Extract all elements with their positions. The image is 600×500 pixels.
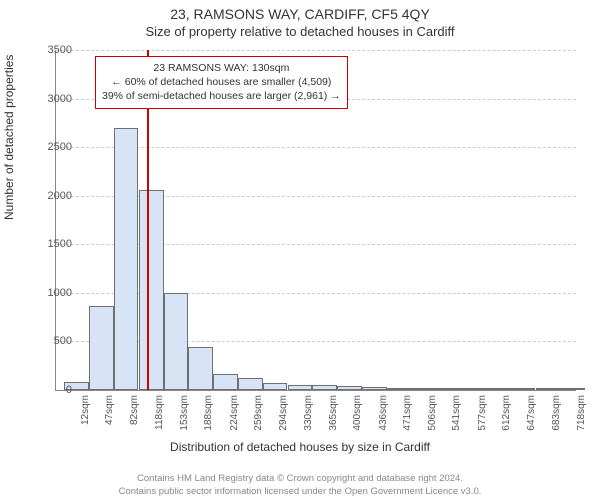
x-tick-label: 47sqm: [104, 395, 115, 445]
annotation-box: 23 RAMSONS WAY: 130sqm ← 60% of detached…: [95, 56, 348, 109]
histogram-bar: [536, 388, 561, 390]
histogram-bar: [337, 386, 362, 390]
histogram-bar: [312, 385, 337, 390]
x-tick-label: 294sqm: [278, 395, 289, 445]
histogram-bar: [486, 388, 511, 390]
chart-subtitle: Size of property relative to detached ho…: [0, 22, 600, 39]
y-tick-label: 1000: [32, 287, 72, 299]
histogram-bar: [263, 383, 288, 390]
y-tick-label: 0: [32, 384, 72, 396]
x-tick-label: 82sqm: [129, 395, 140, 445]
y-tick-label: 1500: [32, 238, 72, 250]
histogram-bar: [362, 387, 387, 390]
footer-line1: Contains HM Land Registry data © Crown c…: [0, 473, 600, 485]
histogram-bar: [461, 388, 486, 390]
y-tick-label: 2500: [32, 141, 72, 153]
x-tick-label: 224sqm: [229, 395, 240, 445]
x-tick-label: 118sqm: [154, 395, 165, 445]
x-tick-label: 400sqm: [352, 395, 363, 445]
histogram-bar: [114, 128, 139, 390]
y-tick-label: 3500: [32, 44, 72, 56]
histogram-bar: [164, 293, 189, 390]
x-tick-label: 330sqm: [303, 395, 314, 445]
annotation-line1: 23 RAMSONS WAY: 130sqm: [102, 61, 341, 75]
gridline: [56, 50, 576, 51]
x-tick-label: 153sqm: [179, 395, 190, 445]
footer-attribution: Contains HM Land Registry data © Crown c…: [0, 473, 600, 498]
x-axis-label: Distribution of detached houses by size …: [0, 440, 600, 454]
histogram-bar: [238, 378, 263, 390]
x-tick-label: 12sqm: [80, 395, 91, 445]
histogram-bar: [511, 388, 536, 390]
x-tick-label: 471sqm: [402, 395, 413, 445]
histogram-bar: [139, 190, 164, 390]
x-tick-label: 436sqm: [378, 395, 389, 445]
x-tick-label: 541sqm: [451, 395, 462, 445]
histogram-bar: [436, 388, 461, 390]
footer-line2: Contains public sector information licen…: [0, 486, 600, 498]
histogram-bar: [561, 388, 586, 390]
chart-title: 23, RAMSONS WAY, CARDIFF, CF5 4QY: [0, 0, 600, 22]
histogram-bar: [288, 385, 313, 390]
x-tick-label: 647sqm: [526, 395, 537, 445]
y-tick-label: 2000: [32, 190, 72, 202]
y-axis-label: Number of detached properties: [2, 55, 16, 220]
y-tick-label: 500: [32, 335, 72, 347]
x-tick-label: 612sqm: [501, 395, 512, 445]
x-tick-label: 259sqm: [253, 395, 264, 445]
x-tick-label: 365sqm: [328, 395, 339, 445]
histogram-bar: [387, 388, 412, 390]
annotation-line3: 39% of semi-detached houses are larger (…: [102, 89, 341, 103]
histogram-bar: [213, 374, 238, 390]
x-tick-label: 683sqm: [551, 395, 562, 445]
annotation-line2: ← 60% of detached houses are smaller (4,…: [102, 75, 341, 89]
histogram-bar: [188, 347, 213, 390]
x-tick-label: 718sqm: [576, 395, 587, 445]
x-tick-label: 188sqm: [203, 395, 214, 445]
histogram-bar: [89, 306, 114, 391]
x-tick-label: 577sqm: [477, 395, 488, 445]
y-tick-label: 3000: [32, 93, 72, 105]
histogram-bar: [412, 388, 437, 390]
x-tick-label: 506sqm: [427, 395, 438, 445]
